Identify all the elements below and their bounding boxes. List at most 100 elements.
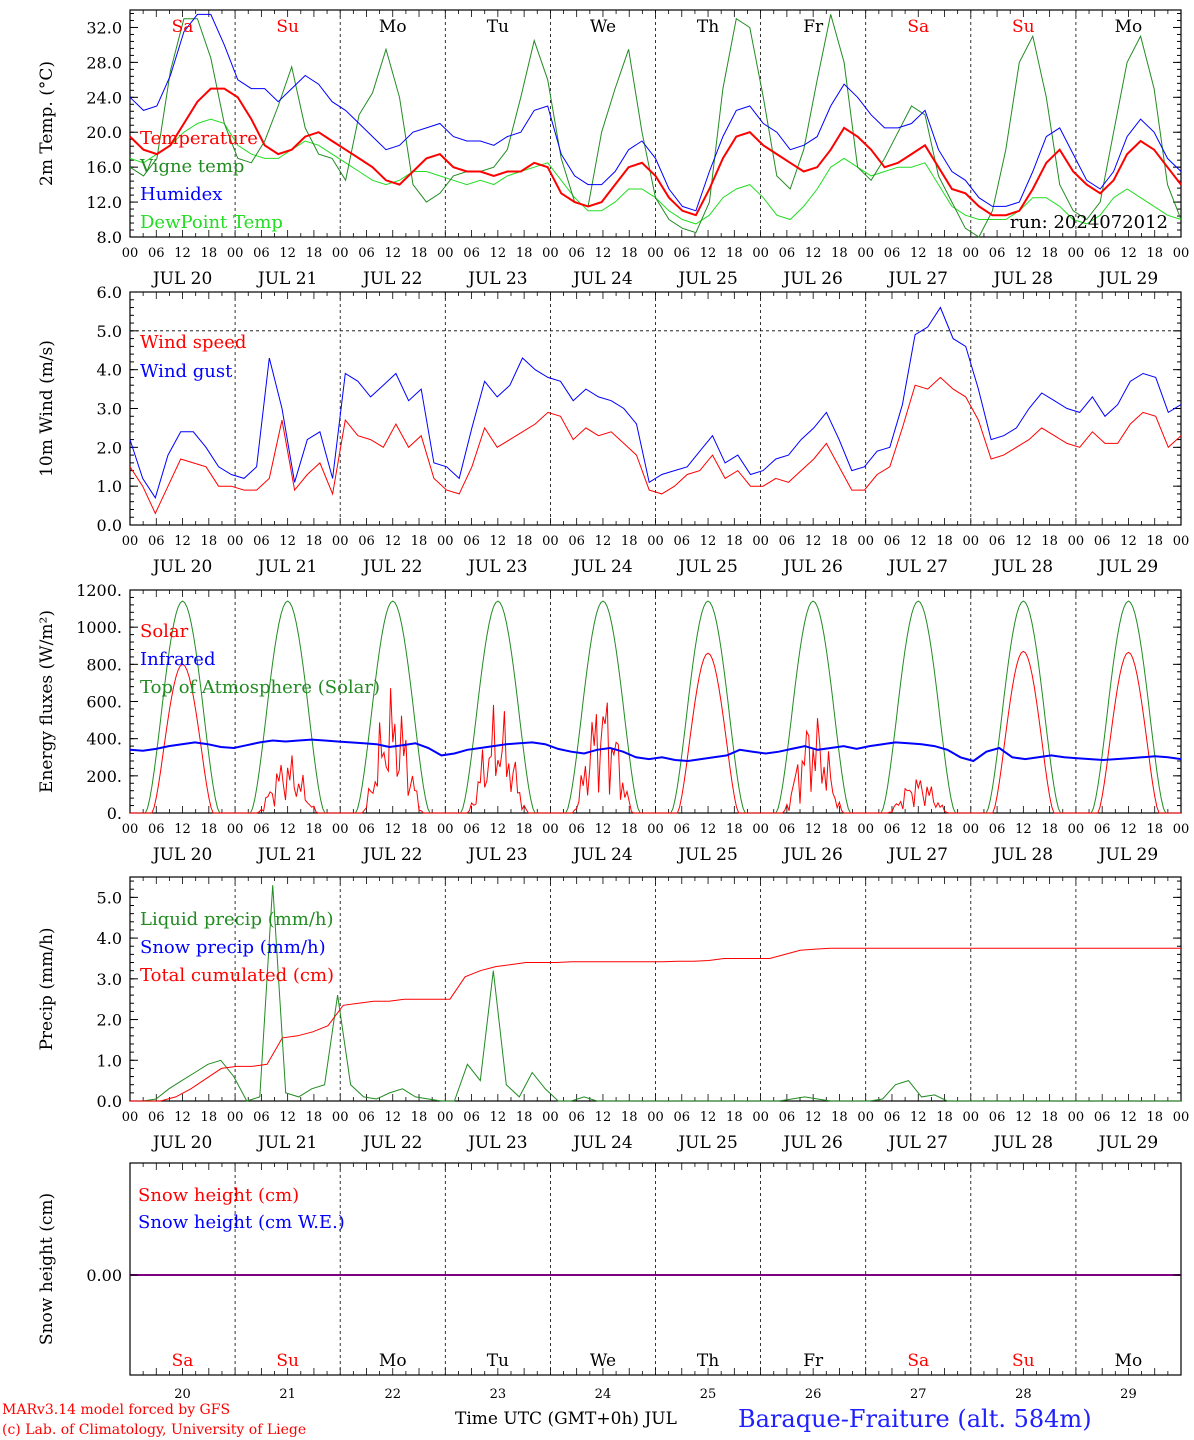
hour-label: 00 bbox=[437, 822, 454, 837]
hour-label: 06 bbox=[779, 1110, 796, 1125]
hour-label: 12 bbox=[490, 822, 507, 837]
legend-entry: Humidex bbox=[140, 184, 222, 205]
legend-entry: Infrared bbox=[140, 649, 215, 670]
hour-label: 12 bbox=[700, 534, 717, 549]
date-label: JUL 20 bbox=[151, 1133, 212, 1153]
date-label: JUL 22 bbox=[361, 557, 422, 577]
hour-label: 00 bbox=[1173, 534, 1190, 549]
weekday-label: Th bbox=[697, 1351, 719, 1371]
date-label: JUL 21 bbox=[256, 557, 317, 577]
series-infrared bbox=[129, 738, 1182, 763]
y-tick-label: 5.0 bbox=[97, 888, 122, 907]
day-number: 21 bbox=[279, 1387, 296, 1402]
hour-label: 18 bbox=[306, 1110, 323, 1125]
hour-label: 12 bbox=[279, 1110, 296, 1125]
y-axis-label: 2m Temp. (°C) bbox=[37, 61, 57, 186]
weekday-label: Fr bbox=[803, 1351, 824, 1371]
hour-label: 18 bbox=[1146, 822, 1163, 837]
weekday-label: Sa bbox=[172, 1351, 194, 1371]
series-wind-gust bbox=[129, 306, 1182, 499]
panel-5: 0.00 Snow height (cm) Snow height (cm) Snow… bbox=[37, 1162, 1182, 1402]
hour-label: 18 bbox=[621, 822, 638, 837]
y-tick-label: 2.0 bbox=[97, 1011, 122, 1030]
hour-label: 00 bbox=[332, 1110, 349, 1125]
hour-label: 00 bbox=[857, 246, 874, 261]
hour-label: 06 bbox=[148, 1110, 165, 1125]
hour-label: 06 bbox=[674, 1110, 691, 1125]
hour-label: 06 bbox=[253, 534, 270, 549]
hour-label: 18 bbox=[1041, 1110, 1058, 1125]
weekday-label: Mo bbox=[379, 1351, 407, 1371]
hour-label: 06 bbox=[989, 534, 1006, 549]
hour-label: 18 bbox=[936, 1110, 953, 1125]
y-tick-label: 6.0 bbox=[97, 283, 122, 302]
footer: MARv3.14 model forced by GFS (c) Lab. of… bbox=[2, 1402, 1092, 1438]
date-label: JUL 29 bbox=[1097, 269, 1158, 289]
y-tick-label: 0.00 bbox=[86, 1266, 122, 1285]
date-label: JUL 27 bbox=[887, 845, 948, 865]
series-liquid-precip bbox=[130, 885, 1181, 1102]
hour-label: 06 bbox=[989, 1110, 1006, 1125]
day-number: 24 bbox=[595, 1387, 612, 1402]
legend-entry: Temperature bbox=[140, 128, 258, 149]
y-tick-label: 1.0 bbox=[97, 477, 122, 496]
model-credit: MARv3.14 model forced by GFS bbox=[2, 1402, 230, 1418]
hour-label: 12 bbox=[279, 822, 296, 837]
date-label: JUL 26 bbox=[781, 1133, 842, 1153]
date-label: JUL 21 bbox=[256, 269, 317, 289]
hour-label: 00 bbox=[752, 1110, 769, 1125]
weekday-label: Su bbox=[1012, 17, 1035, 37]
hour-label: 18 bbox=[1146, 1110, 1163, 1125]
y-tick-label: 3.0 bbox=[97, 970, 122, 989]
y-tick-label: 24.0 bbox=[86, 88, 122, 107]
weekday-label: Tu bbox=[487, 17, 509, 37]
date-label: JUL 20 bbox=[151, 269, 212, 289]
hour-label: 18 bbox=[621, 246, 638, 261]
hour-label: 00 bbox=[647, 246, 664, 261]
date-label: JUL 21 bbox=[256, 845, 317, 865]
hour-label: 12 bbox=[174, 822, 191, 837]
hour-label: 00 bbox=[1068, 534, 1085, 549]
hour-label: 00 bbox=[542, 822, 559, 837]
hour-label: 18 bbox=[1146, 534, 1163, 549]
hour-label: 12 bbox=[1015, 1110, 1032, 1125]
hour-label: 00 bbox=[437, 534, 454, 549]
weekday-label: Su bbox=[276, 1351, 299, 1371]
hour-label: 06 bbox=[358, 534, 375, 549]
y-tick-label: 1000. bbox=[76, 618, 122, 637]
hour-label: 06 bbox=[568, 534, 585, 549]
run-label: run: 2024072012 bbox=[1010, 212, 1168, 233]
legend-entry: Snow height (cm W.E.) bbox=[138, 1212, 345, 1233]
y-axis-label: Energy fluxes (W/m²) bbox=[37, 610, 57, 793]
hour-label: 06 bbox=[884, 1110, 901, 1125]
y-tick-label: 12.0 bbox=[86, 193, 122, 212]
hour-label: 00 bbox=[227, 246, 244, 261]
legend-entry: Snow precip (mm/h) bbox=[140, 937, 326, 958]
y-tick-label: 0.0 bbox=[97, 516, 122, 535]
hour-label: 18 bbox=[831, 822, 848, 837]
hour-label: 06 bbox=[463, 246, 480, 261]
day-number: 20 bbox=[174, 1387, 191, 1402]
hour-label: 18 bbox=[201, 1110, 218, 1125]
hour-label: 18 bbox=[411, 246, 428, 261]
series-humidex bbox=[129, 13, 1182, 212]
weekday-label: Sa bbox=[172, 17, 194, 37]
date-label: JUL 28 bbox=[992, 845, 1053, 865]
hour-label: 12 bbox=[384, 246, 401, 261]
date-label: JUL 25 bbox=[676, 557, 737, 577]
hour-label: 12 bbox=[595, 246, 612, 261]
date-label: JUL 26 bbox=[781, 557, 842, 577]
hour-label: 12 bbox=[1015, 534, 1032, 549]
hour-label: 18 bbox=[726, 534, 743, 549]
hour-label: 12 bbox=[174, 246, 191, 261]
hour-label: 18 bbox=[306, 822, 323, 837]
y-tick-label: 1200. bbox=[76, 581, 122, 600]
hour-label: 18 bbox=[1041, 246, 1058, 261]
hour-label: 18 bbox=[516, 1110, 533, 1125]
hour-label: 12 bbox=[805, 822, 822, 837]
weekday-label: Th bbox=[697, 17, 719, 37]
date-label: JUL 22 bbox=[361, 1133, 422, 1153]
hour-label: 12 bbox=[910, 534, 927, 549]
hour-label: 06 bbox=[463, 534, 480, 549]
